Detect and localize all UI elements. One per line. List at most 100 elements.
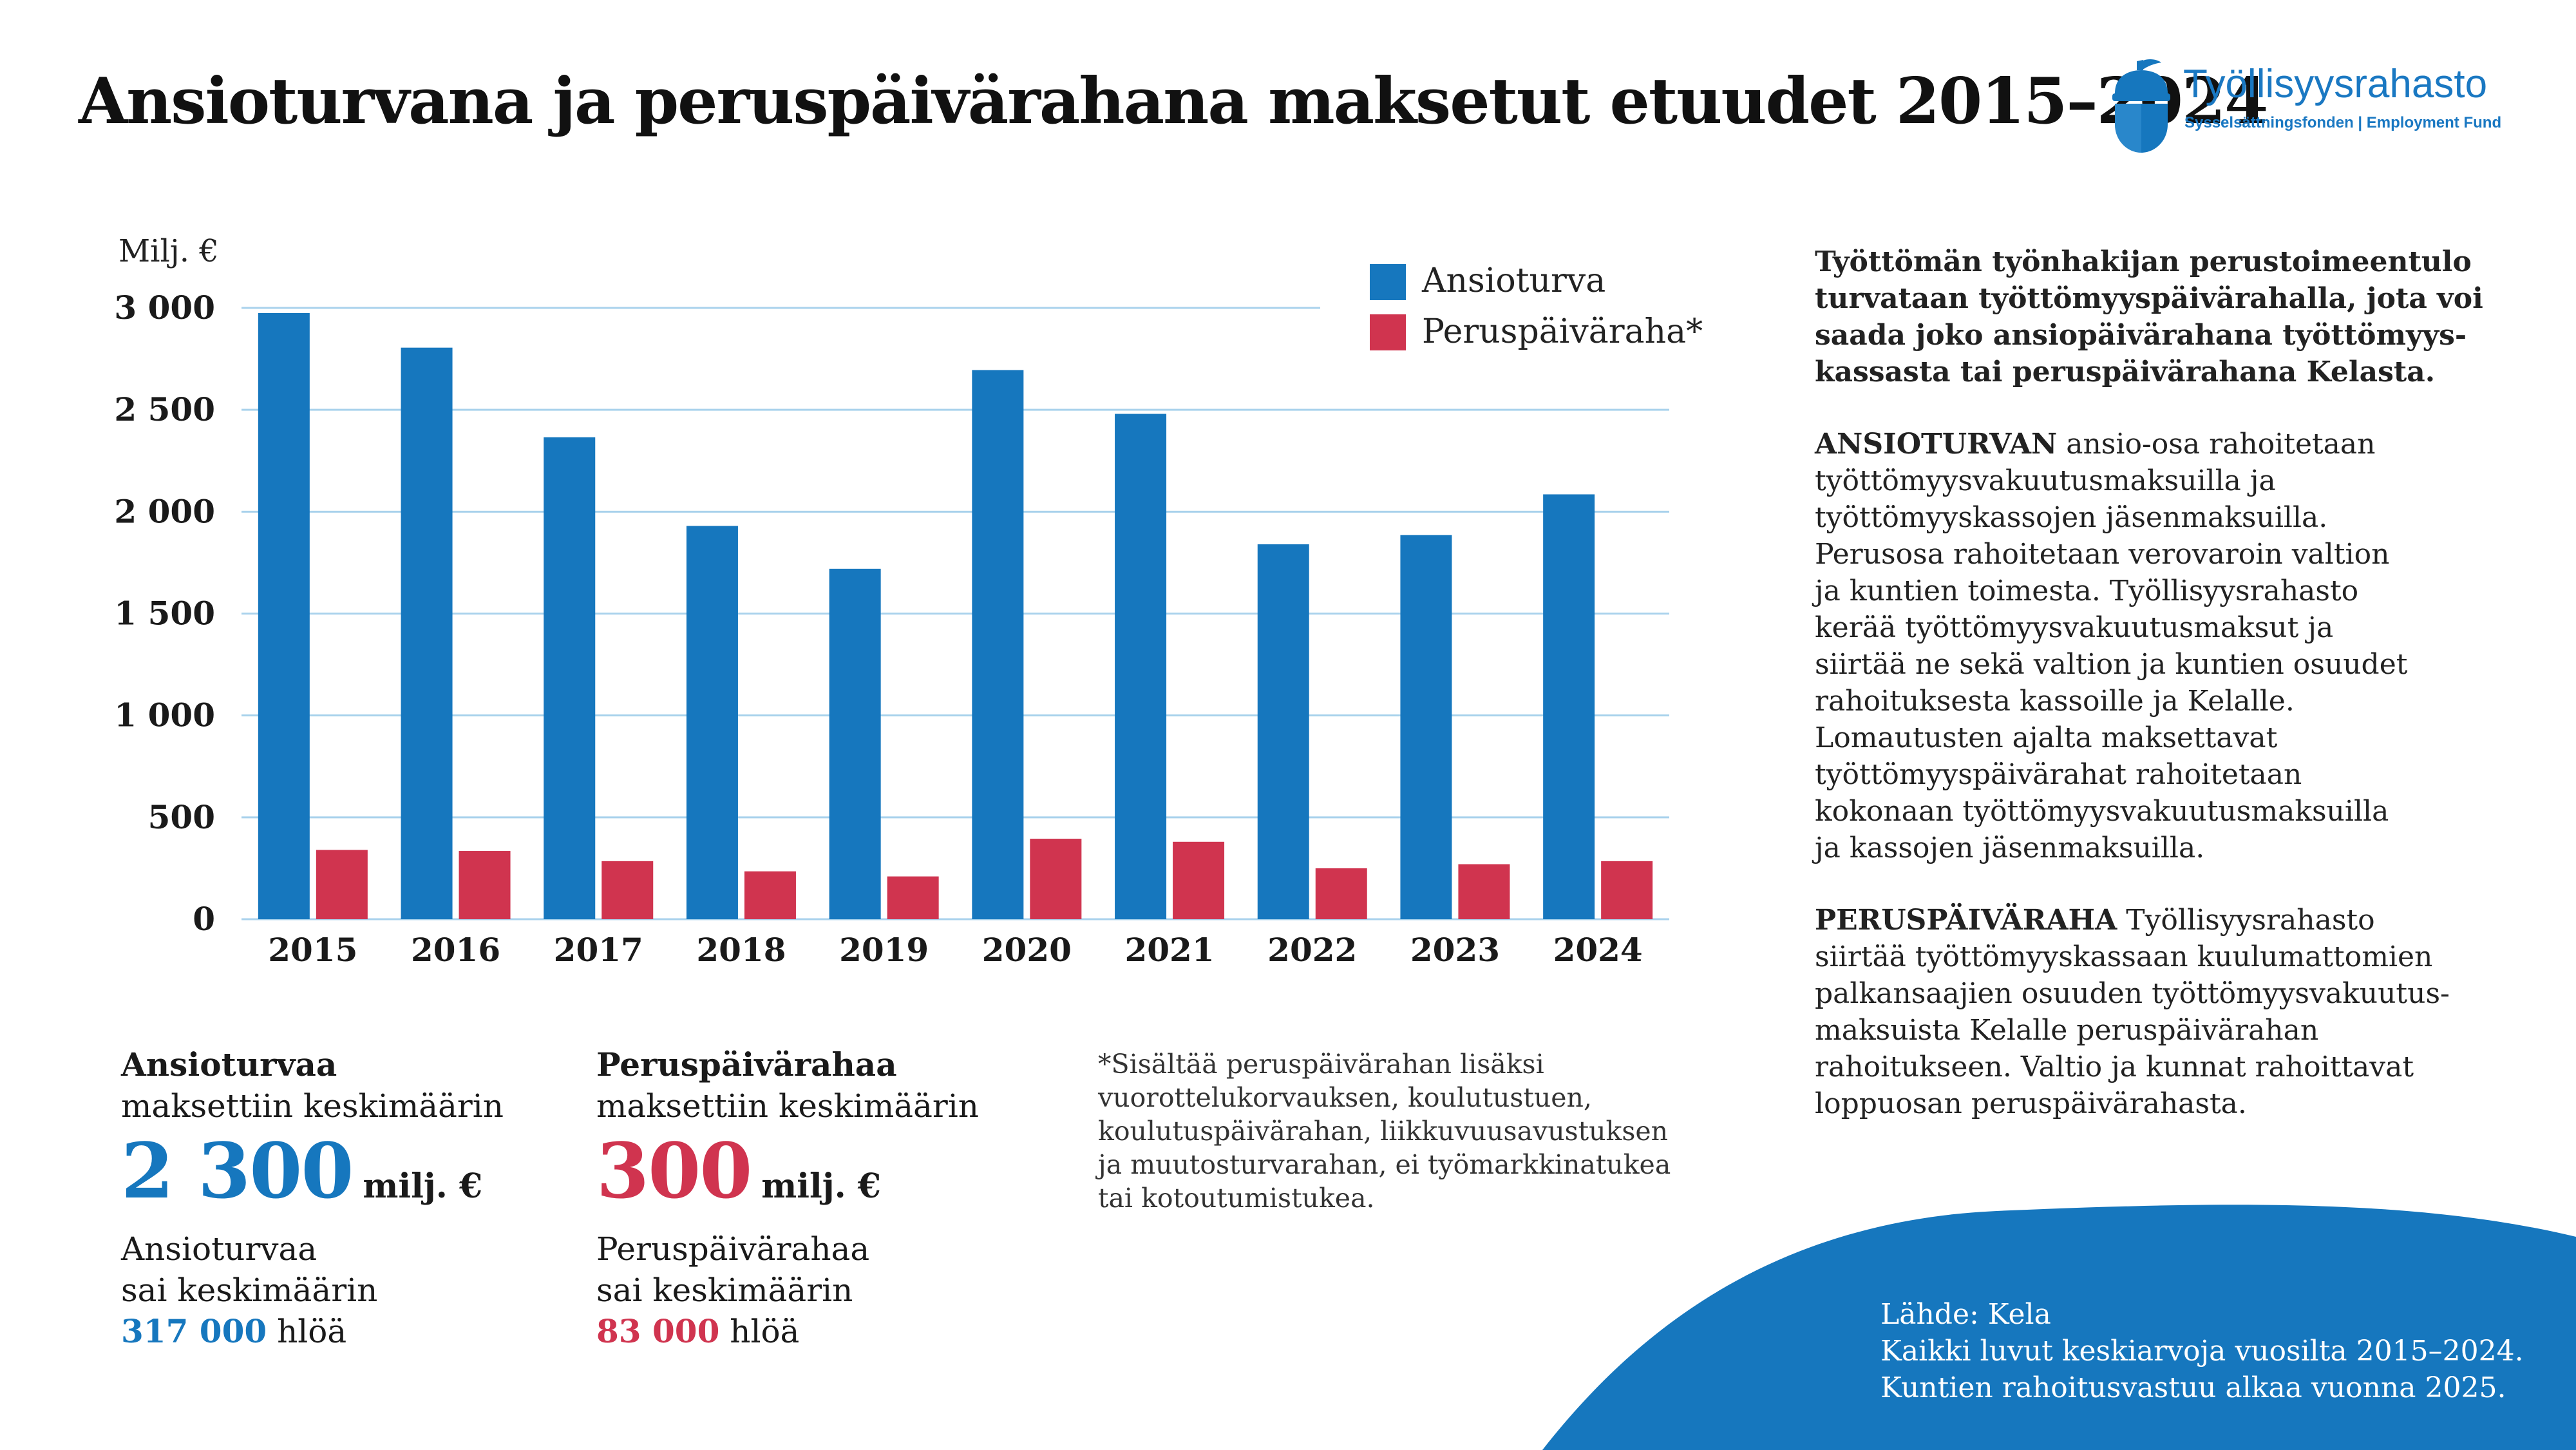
- stat-peruspaivaraha-people-unit: hlöä: [730, 1313, 800, 1350]
- side-peruspaivaraha-line: palkansaajien osuuden työttömyysvakuutus…: [1815, 977, 2450, 1010]
- side-ansioturva-line: työttömyyskassojen jäsenmaksuilla.: [1815, 501, 2328, 534]
- side-ansioturva-line: siirtää ne sekä valtion ja kuntien osuud…: [1815, 648, 2408, 681]
- side-ansioturva-line: kokonaan työttömyysvakuutusmaksuilla: [1815, 795, 2389, 828]
- side-ansioturva-heading: ANSIOTURVAN: [1815, 428, 2058, 461]
- x-tick-label: 2018: [696, 931, 786, 969]
- side-intro-line: saada joko ansiopäivärahana työttömyys-: [1815, 319, 2467, 352]
- legend-label-ansioturva: Ansioturva: [1421, 262, 1605, 300]
- side-ansioturva-line: työttömyysvakuutusmaksuilla ja: [1815, 464, 2276, 497]
- stat-ansioturva-amount: 2 300: [121, 1126, 354, 1216]
- footnote-line: tai kotoutumistukea.: [1098, 1183, 1375, 1214]
- stat-ansioturva-unit: milj. €: [363, 1167, 483, 1206]
- bar-ansioturva-2018: [686, 526, 738, 919]
- bar-ansioturva-2024: [1543, 494, 1595, 919]
- bar-ansioturva-2021: [1115, 414, 1167, 919]
- x-tick-label: 2020: [982, 931, 1072, 969]
- source-line: Kuntien rahoitusvastuu alkaa vuonna 2025…: [1880, 1371, 2506, 1404]
- x-tick-label: 2015: [268, 931, 357, 969]
- x-tick-label: 2023: [1410, 931, 1500, 969]
- side-ansioturva-line: kerää työttömyysvakuutusmaksut ja: [1815, 611, 2334, 644]
- y-tick-label: 3 000: [114, 289, 215, 327]
- stat-peruspaivaraha-heading: Peruspäivärahaa: [596, 1045, 897, 1083]
- bar-peruspaivaraha-2016: [459, 851, 511, 919]
- side-ansioturva-line: työttömyyspäivärahat rahoitetaan: [1815, 758, 2302, 791]
- stat-ansioturva: Ansioturvaa maksettiin keskimäärin 2 300…: [121, 1044, 504, 1352]
- footnote: *Sisältää peruspäivärahan lisäksi vuorot…: [1098, 1047, 1678, 1215]
- bar-peruspaivaraha-2018: [744, 871, 796, 919]
- stat-peruspaivaraha-subheading: maksettiin keskimäärin: [596, 1087, 979, 1125]
- side-peruspaivaraha-heading: PERUSPÄIVÄRAHA: [1815, 904, 2117, 937]
- logo-name: Työllisyysrahasto: [2183, 62, 2488, 106]
- bar-peruspaivaraha-2021: [1173, 841, 1225, 919]
- y-tick-label: 2 000: [114, 492, 215, 530]
- stat-peruspaivaraha-people-line1: Peruspäivärahaa: [596, 1230, 870, 1268]
- bar-peruspaivaraha-2019: [887, 876, 939, 919]
- y-tick-label: 2 500: [114, 390, 215, 428]
- bar-ansioturva-2020: [972, 370, 1024, 919]
- bar-ansioturva-2023: [1400, 535, 1452, 919]
- bar-peruspaivaraha-2022: [1315, 868, 1367, 919]
- side-peruspaivaraha-line: maksuista Kelalle peruspäivärahan: [1815, 1014, 2319, 1047]
- stat-ansioturva-people-line1: Ansioturvaa: [121, 1230, 317, 1268]
- side-peruspaivaraha-first: Työllisyysrahasto: [2117, 904, 2375, 937]
- logo: Työllisyysrahasto Sysselsättningsfonden …: [2106, 55, 2524, 158]
- side-ansioturva-line: ja kassojen jäsenmaksuilla.: [1815, 832, 2205, 864]
- footnote-line: *Sisältää peruspäivärahan lisäksi: [1098, 1049, 1544, 1080]
- legend: Ansioturva Peruspäiväraha*: [1370, 262, 1703, 351]
- y-tick-label: 1 500: [114, 595, 215, 633]
- side-ansioturva-line: rahoituksesta kassoille ja Kelalle.: [1815, 685, 2295, 718]
- side-peruspaivaraha-line: siirtää työttömyyskassaan kuulumattomien: [1815, 940, 2433, 973]
- x-tick-label: 2019: [839, 931, 929, 969]
- page-title: Ansioturvana ja peruspäivärahana maksetu…: [79, 64, 2268, 138]
- acorn-icon: [2112, 59, 2170, 153]
- logo-subtitle: Sysselsättningsfonden | Employment Fund: [2184, 114, 2502, 131]
- x-tick-label: 2022: [1267, 931, 1357, 969]
- x-tick-label: 2024: [1553, 931, 1643, 969]
- legend-swatch-ansioturva: [1370, 264, 1406, 300]
- side-intro-line: turvataan työttömyyspäivärahalla, jota v…: [1815, 282, 2483, 315]
- side-peruspaivaraha-line: loppuosan peruspäivärahasta.: [1815, 1087, 2247, 1120]
- bar-ansioturva-2017: [544, 437, 596, 919]
- stat-ansioturva-people-unit: hlöä: [277, 1313, 347, 1350]
- stat-peruspaivaraha-amount: 300: [596, 1126, 752, 1216]
- side-peruspaivaraha-line: rahoitukseen. Valtio ja kunnat rahoittav…: [1815, 1051, 2414, 1083]
- side-text: Työttömän työnhakijan perustoimeentulo t…: [1815, 243, 2483, 1122]
- bar-ansioturva-2019: [829, 568, 881, 919]
- source-text: Lähde: Kela Kaikki luvut keskiarvoja vuo…: [1880, 1296, 2524, 1406]
- side-intro-line: Työttömän työnhakijan perustoimeentulo: [1815, 245, 2472, 278]
- side-ansioturva-line: ja kuntien toimesta. Työllisyysrahasto: [1815, 575, 2359, 607]
- bar-peruspaivaraha-2020: [1030, 839, 1082, 919]
- bar-peruspaivaraha-2015: [316, 850, 368, 919]
- footnote-line: vuorottelukorvauksen, koulutustuen,: [1098, 1082, 1592, 1113]
- side-ansioturva-line: Perusosa rahoitetaan verovaroin valtion: [1815, 538, 2390, 571]
- footnote-line: koulutuspäivärahan, liikkuvuusavustuksen: [1098, 1116, 1669, 1147]
- bar-ansioturva-2016: [401, 347, 453, 919]
- bar-peruspaivaraha-2024: [1601, 861, 1653, 919]
- stat-peruspaivaraha: Peruspäivärahaa maksettiin keskimäärin 3…: [596, 1044, 979, 1352]
- stat-peruspaivaraha-people-count: 83 000: [596, 1312, 720, 1350]
- legend-label-peruspaivaraha: Peruspäiväraha*: [1422, 312, 1703, 351]
- y-tick-label: 0: [193, 900, 215, 938]
- x-tick-label: 2021: [1124, 931, 1214, 969]
- side-ansioturva-first: ansio-osa rahoitetaan: [2057, 428, 2376, 461]
- y-tick-label: 500: [148, 798, 215, 836]
- stat-peruspaivaraha-people-line2: sai keskimäärin: [596, 1272, 853, 1309]
- source-line: Kaikki luvut keskiarvoja vuosilta 2015–2…: [1880, 1335, 2524, 1368]
- stat-ansioturva-heading: Ansioturvaa: [121, 1045, 337, 1083]
- side-ansioturva-line: Lomautusten ajalta maksettavat: [1815, 721, 2278, 754]
- bar-ansioturva-2022: [1257, 544, 1309, 919]
- stat-ansioturva-people-count: 317 000: [121, 1312, 267, 1350]
- stat-ansioturva-subheading: maksettiin keskimäärin: [121, 1087, 504, 1125]
- x-tick-label: 2016: [411, 931, 500, 969]
- stat-peruspaivaraha-unit: milj. €: [761, 1167, 881, 1206]
- legend-swatch-peruspaivaraha: [1370, 314, 1406, 350]
- stat-ansioturva-people-line2: sai keskimäärin: [121, 1272, 378, 1309]
- x-tick-label: 2017: [554, 931, 643, 969]
- bar-peruspaivaraha-2017: [601, 861, 654, 919]
- bar-ansioturva-2015: [258, 312, 310, 919]
- source-line: Lähde: Kela: [1880, 1298, 2051, 1331]
- side-intro-line: kassasta tai peruspäivärahana Kelasta.: [1815, 356, 2436, 388]
- footnote-line: ja muutosturvarahan, ei työmarkkinatukea: [1098, 1149, 1671, 1180]
